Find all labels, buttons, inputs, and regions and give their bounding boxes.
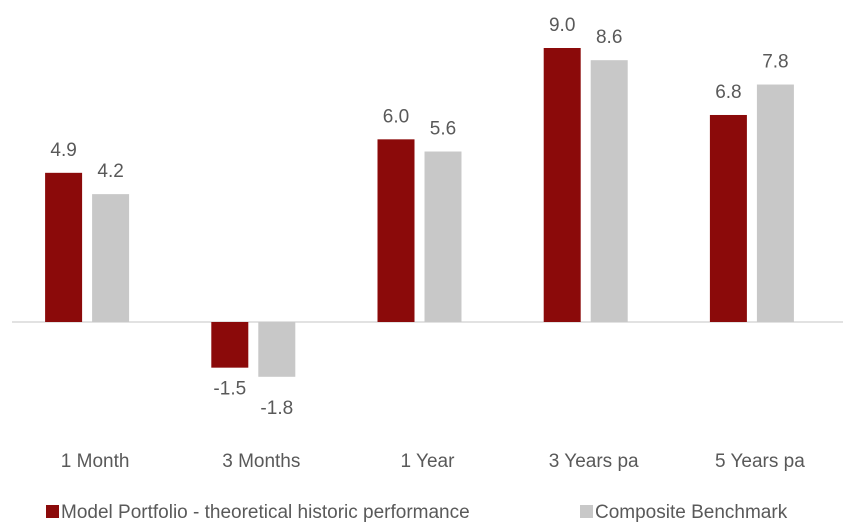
bar <box>543 48 581 322</box>
data-label: -1.8 <box>260 398 293 419</box>
legend-label: Model Portfolio - theoretical historic p… <box>61 502 470 523</box>
bar <box>756 84 794 323</box>
legend-swatch <box>46 505 59 518</box>
bar <box>377 139 415 322</box>
bar <box>590 60 628 323</box>
data-label: 9.0 <box>549 15 575 36</box>
bar <box>424 151 462 322</box>
bar <box>258 322 296 377</box>
x-tick-label: 1 Year <box>401 451 456 472</box>
data-label: 4.9 <box>50 140 76 161</box>
data-label: 4.2 <box>97 161 123 182</box>
data-label: -1.5 <box>213 379 246 400</box>
bar <box>45 172 83 322</box>
data-label: 5.6 <box>430 119 456 140</box>
bar <box>709 114 747 322</box>
x-tick-label: 3 Months <box>222 451 300 472</box>
x-tick-label: 5 Years pa <box>715 451 805 472</box>
data-label: 6.0 <box>383 106 409 127</box>
bar <box>211 322 249 368</box>
x-tick-label: 1 Month <box>61 451 130 472</box>
legend-label: Composite Benchmark <box>595 502 788 523</box>
data-label: 7.8 <box>762 52 788 73</box>
bar <box>92 194 130 322</box>
data-label: 8.6 <box>596 27 622 48</box>
legend-swatch <box>580 505 593 518</box>
x-tick-label: 3 Years pa <box>549 451 639 472</box>
data-label: 6.8 <box>715 82 741 103</box>
